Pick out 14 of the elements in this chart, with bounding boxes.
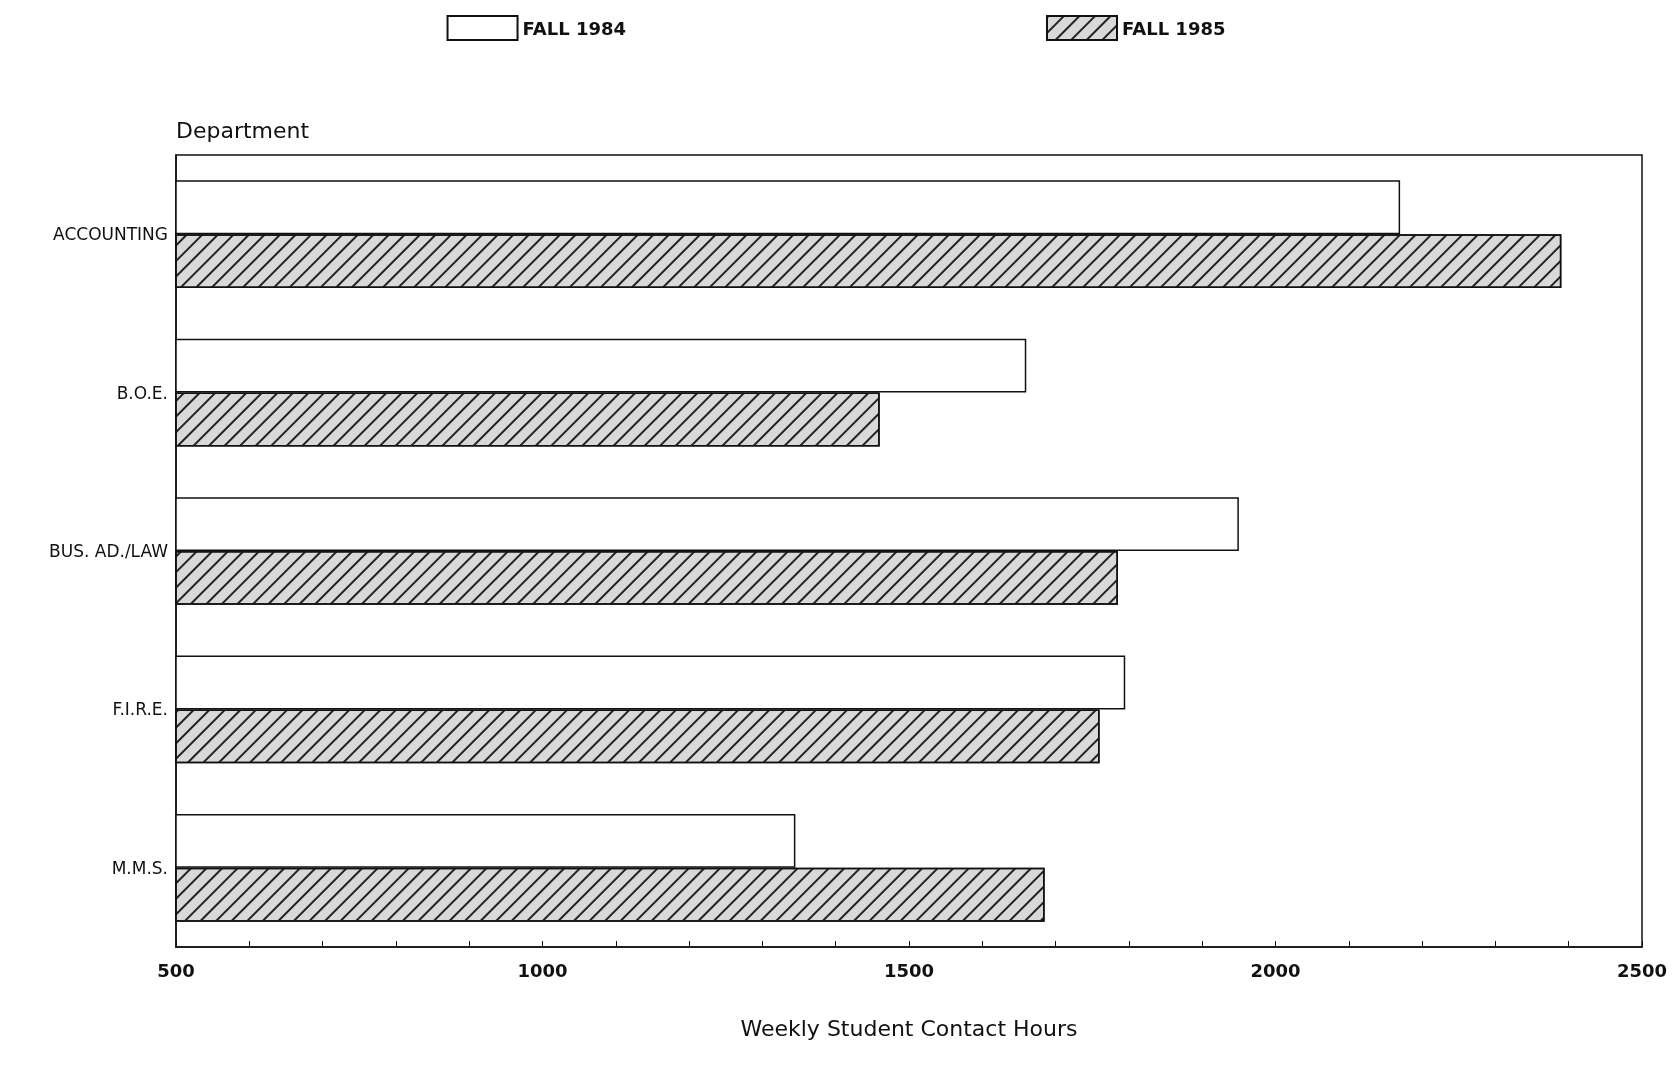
x-axis-title: Weekly Student Contact Hours	[740, 1015, 1078, 1041]
x-tick-label: 2000	[1250, 959, 1301, 981]
y-tick-label: B.O.E.	[116, 382, 168, 403]
y-tick-label: BUS. AD./LAW	[49, 541, 169, 561]
legend-label: FALL 1985	[1122, 17, 1226, 39]
x-tick-label: 2500	[1616, 959, 1668, 981]
x-tick-label: 500	[157, 959, 195, 981]
y-tick-label: F.I.R.E.	[112, 699, 168, 720]
y-tick-label: M.M.S.	[111, 857, 168, 878]
x-tick-label: 1500	[883, 959, 935, 981]
legend-label: FALL 1984	[522, 17, 626, 39]
y-axis-title: Department	[176, 117, 310, 143]
x-tick-label: 1000	[517, 959, 568, 981]
y-tick-label: ACCOUNTING	[53, 224, 168, 245]
